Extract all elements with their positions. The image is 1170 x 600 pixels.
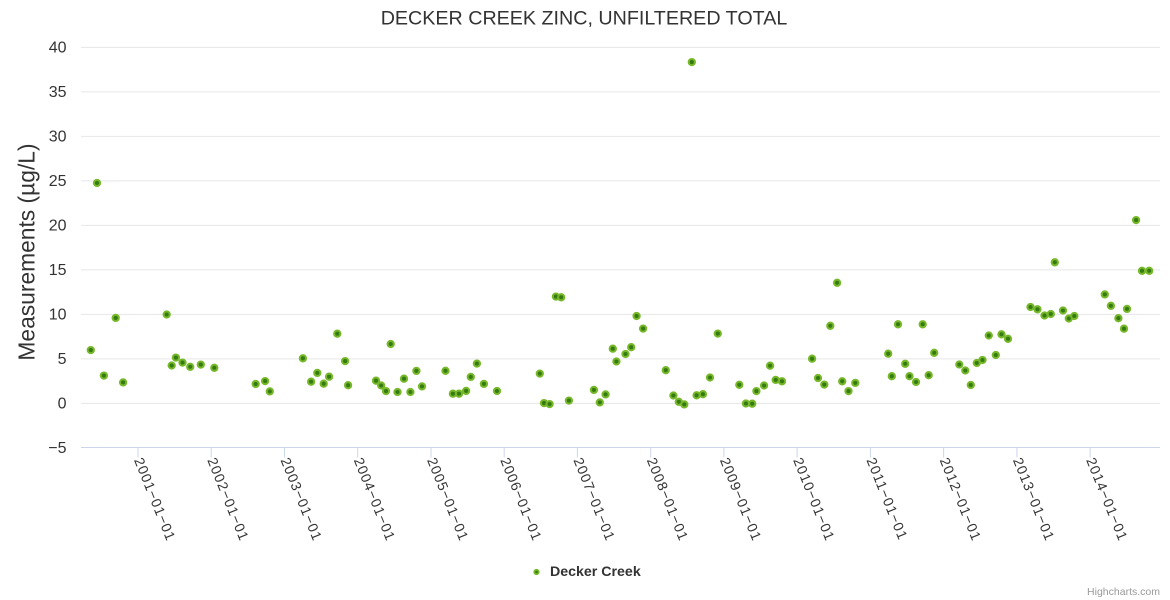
svg-text:10: 10 [49,307,67,324]
svg-text:Decker Creek: Decker Creek [550,564,641,580]
svg-text:30: 30 [49,129,67,146]
svg-text:Measurements (µg/L): Measurements (µg/L) [14,143,40,360]
svg-text:25: 25 [49,173,67,190]
svg-text:20: 20 [49,218,67,235]
svg-text:−5: −5 [48,440,66,457]
svg-text:40: 40 [49,40,67,57]
svg-text:DECKER CREEK ZINC, UNFILTERED: DECKER CREEK ZINC, UNFILTERED TOTAL [381,8,788,30]
svg-text:35: 35 [49,84,67,101]
svg-text:0: 0 [58,396,67,413]
svg-text:Highcharts.com: Highcharts.com [1087,586,1160,598]
svg-text:15: 15 [49,262,67,279]
svg-text:5: 5 [58,351,67,368]
